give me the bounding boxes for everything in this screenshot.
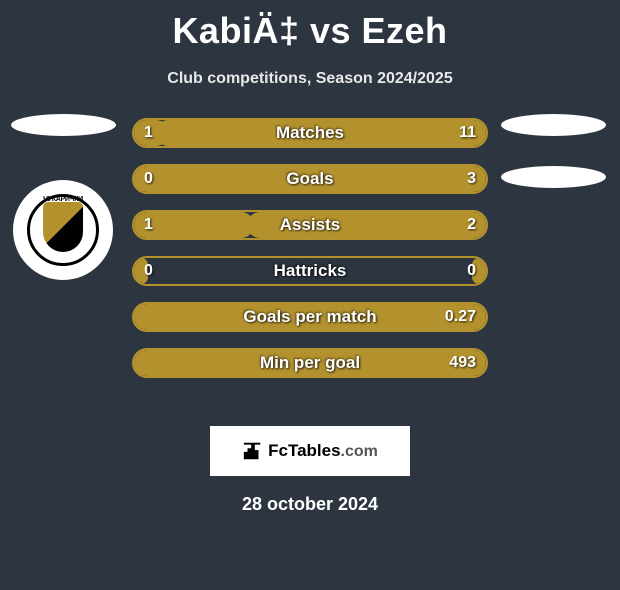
stat-bar: 493Min per goal [132,348,488,378]
stat-label: Goals [134,169,486,189]
player-right-silhouette [501,114,606,136]
subtitle: Club competitions, Season 2024/2025 [0,70,620,88]
stat-label: Assists [134,215,486,235]
left-player-column: ЧУКАРИЧКИ [8,118,118,280]
right-player-column [498,118,608,218]
stat-bar: 0.27Goals per match [132,302,488,332]
page-title: KabiÄ‡ vs Ezeh [0,10,620,52]
stat-label: Hattricks [134,261,486,281]
brand-label: FcTables.com [268,441,378,461]
stat-bar: 111Matches [132,118,488,148]
stat-label: Goals per match [134,307,486,327]
club-crest-left: ЧУКАРИЧКИ [13,180,113,280]
snapshot-date: 28 october 2024 [0,494,620,515]
crest-shield [43,202,83,252]
comparison-content: ЧУКАРИЧКИ 111Matches 03Goals 12Assists 00Ha… [0,118,620,418]
stat-bar: 03Goals [132,164,488,194]
player-left-silhouette [11,114,116,136]
branding-badge: FcTables.com [210,426,410,476]
stat-bar: 00Hattricks [132,256,488,286]
stat-bars: 111Matches 03Goals 12Assists 00Hattricks 0.2… [132,118,488,378]
stat-label: Min per goal [134,353,486,373]
stat-label: Matches [134,123,486,143]
club-crest-right [501,166,606,188]
chart-icon [242,440,264,462]
stat-bar: 12Assists [132,210,488,240]
